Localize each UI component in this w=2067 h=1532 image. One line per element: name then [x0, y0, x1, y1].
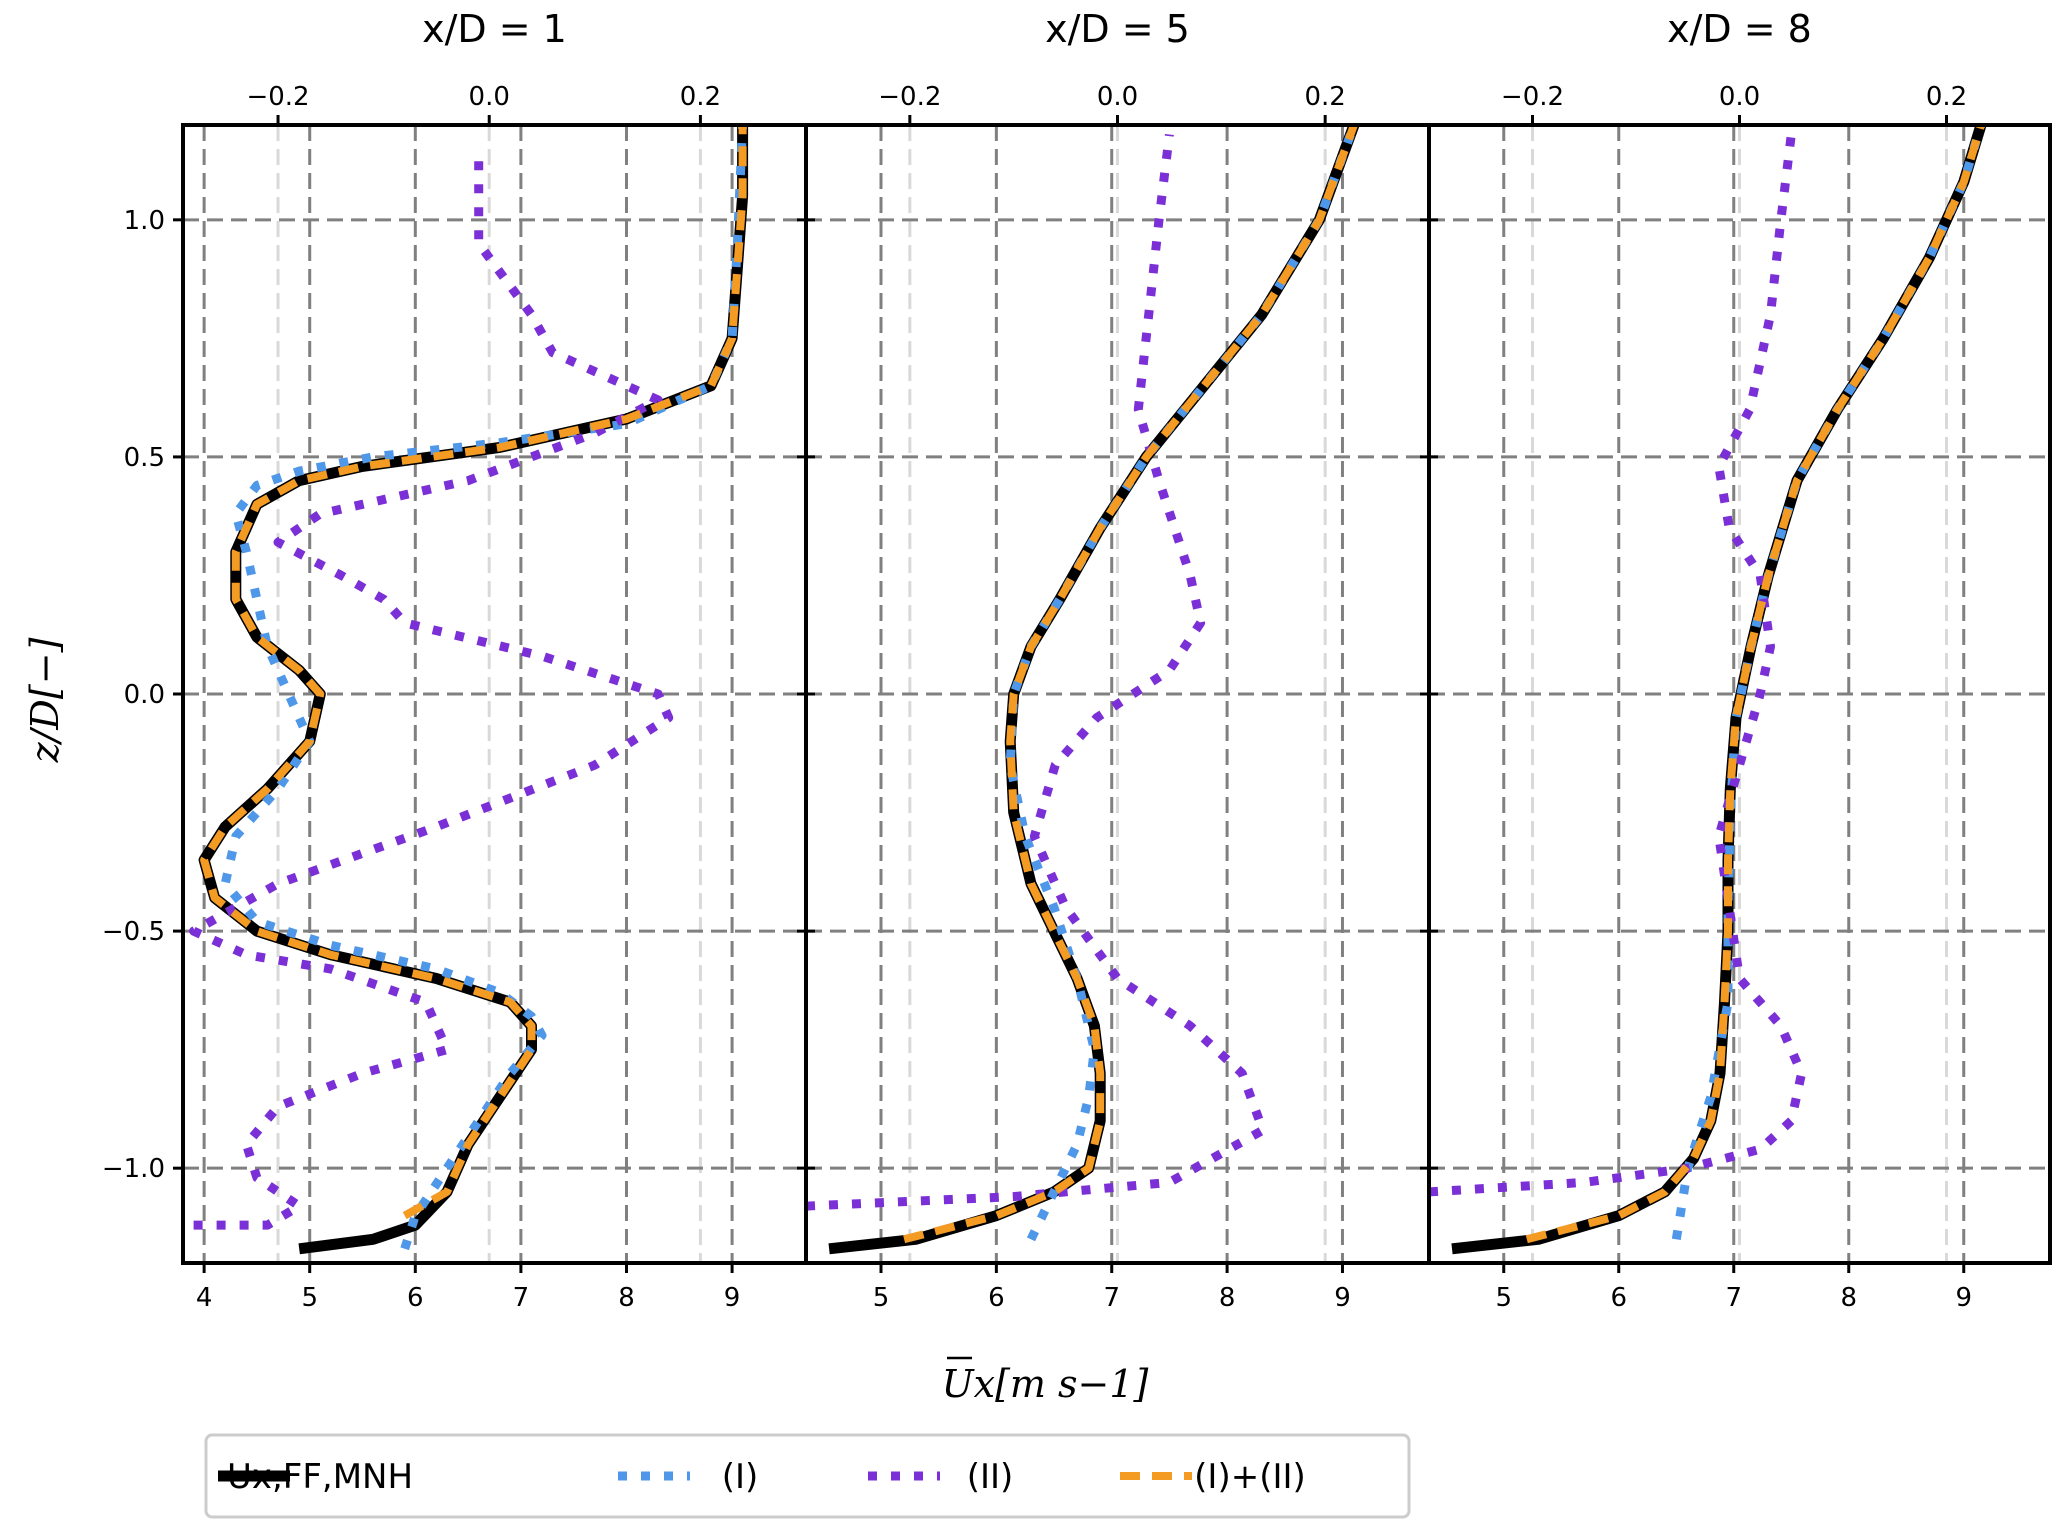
x-tick-label: 5 [1495, 1283, 1512, 1313]
x-axis-label: Ux[m s−1] [942, 1356, 1149, 1406]
series-line-i [1005, 125, 1359, 1242]
top-x-tick-label: −0.2 [878, 82, 941, 112]
panel-title: x/D = 5 [1045, 7, 1190, 51]
legend: Ux,FF,MNH (I) (II) (I)+(II) [204, 1433, 1411, 1519]
panel-title: x/D = 1 [422, 7, 567, 51]
series-line-ux-ff-mnh [828, 125, 1360, 1255]
panel-3: 5 6 7 8 9 −0.2 0.0 0.2 x/D = 8 [1420, 7, 2052, 1313]
legend-label: (I)+(II) [1194, 1457, 1306, 1497]
top-x-tick-label: 0.2 [1304, 82, 1345, 112]
series-group [806, 125, 1360, 1255]
top-x-tick-label: 0.2 [1926, 82, 1967, 112]
y-axis-label: z/D[−] [23, 637, 67, 763]
x-tick-label: 5 [873, 1283, 890, 1313]
x-tick-label: 9 [724, 1283, 741, 1313]
top-x-tick-label: 0.0 [1719, 82, 1760, 112]
series-group [189, 125, 749, 1255]
y-tick-label: 1.0 [124, 206, 165, 236]
top-x-tick-label: 0.0 [469, 82, 510, 112]
legend-label: (II) [967, 1457, 1014, 1497]
series-line-ii [189, 148, 674, 1230]
series-line-ux-ff-mnh [198, 125, 749, 1255]
panel-1: 4 5 6 7 8 9 −0.2 0.0 0.2 −1.0 −0.5 0.0 0.5 1.0 x/D = 1 [102, 7, 808, 1313]
x-tick-label: 6 [988, 1283, 1005, 1313]
legend-label: (I) [722, 1457, 759, 1497]
x-tick-label: 5 [301, 1283, 318, 1313]
x-tick-label: 8 [618, 1283, 635, 1313]
series-line-i-ii [200, 125, 747, 1220]
panel-2: 5 6 7 8 9 −0.2 0.0 0.2 x/D = 5 [797, 7, 1431, 1313]
x-tick-label: 6 [1610, 1283, 1627, 1313]
panels-layer: 4 5 6 7 8 9 −0.2 0.0 0.2 −1.0 −0.5 0.0 0.5 1.0 x/D = 1… [102, 7, 2052, 1313]
y-tick-label: 0.0 [124, 680, 165, 710]
legend-label: Ux,FF,MNH [227, 1457, 413, 1497]
top-x-tick-label: 0.2 [680, 82, 721, 112]
top-x-tick-label: 0.0 [1097, 82, 1138, 112]
y-tick-label: −1.0 [102, 1154, 165, 1184]
panel-title: x/D = 8 [1667, 7, 1812, 51]
x-tick-label: 7 [1103, 1283, 1120, 1313]
legend-box [204, 1433, 1411, 1519]
x-tick-label: 9 [1334, 1283, 1351, 1313]
series-group [1429, 125, 1987, 1255]
x-tick-label: 4 [196, 1283, 213, 1313]
series-line-i-ii [1525, 125, 1985, 1244]
top-x-tick-label: −0.2 [1501, 82, 1564, 112]
y-tick-label: 0.5 [124, 443, 165, 473]
top-x-tick-label: −0.2 [246, 82, 309, 112]
x-tick-label: 7 [1725, 1283, 1742, 1313]
x-tick-label: 7 [513, 1283, 530, 1313]
x-tick-label: 8 [1219, 1283, 1236, 1313]
x-tick-label: 8 [1840, 1283, 1857, 1313]
x-tick-label: 6 [407, 1283, 424, 1313]
series-line-ii [1429, 133, 1807, 1197]
x-axis-label-text: Ux[m s−1] [942, 1362, 1149, 1406]
y-tick-label: −0.5 [102, 917, 165, 947]
series-line-ii [806, 133, 1268, 1211]
series-line-i [220, 125, 748, 1251]
x-tick-label: 9 [1955, 1283, 1972, 1313]
series-line-i-ii [903, 125, 1358, 1244]
